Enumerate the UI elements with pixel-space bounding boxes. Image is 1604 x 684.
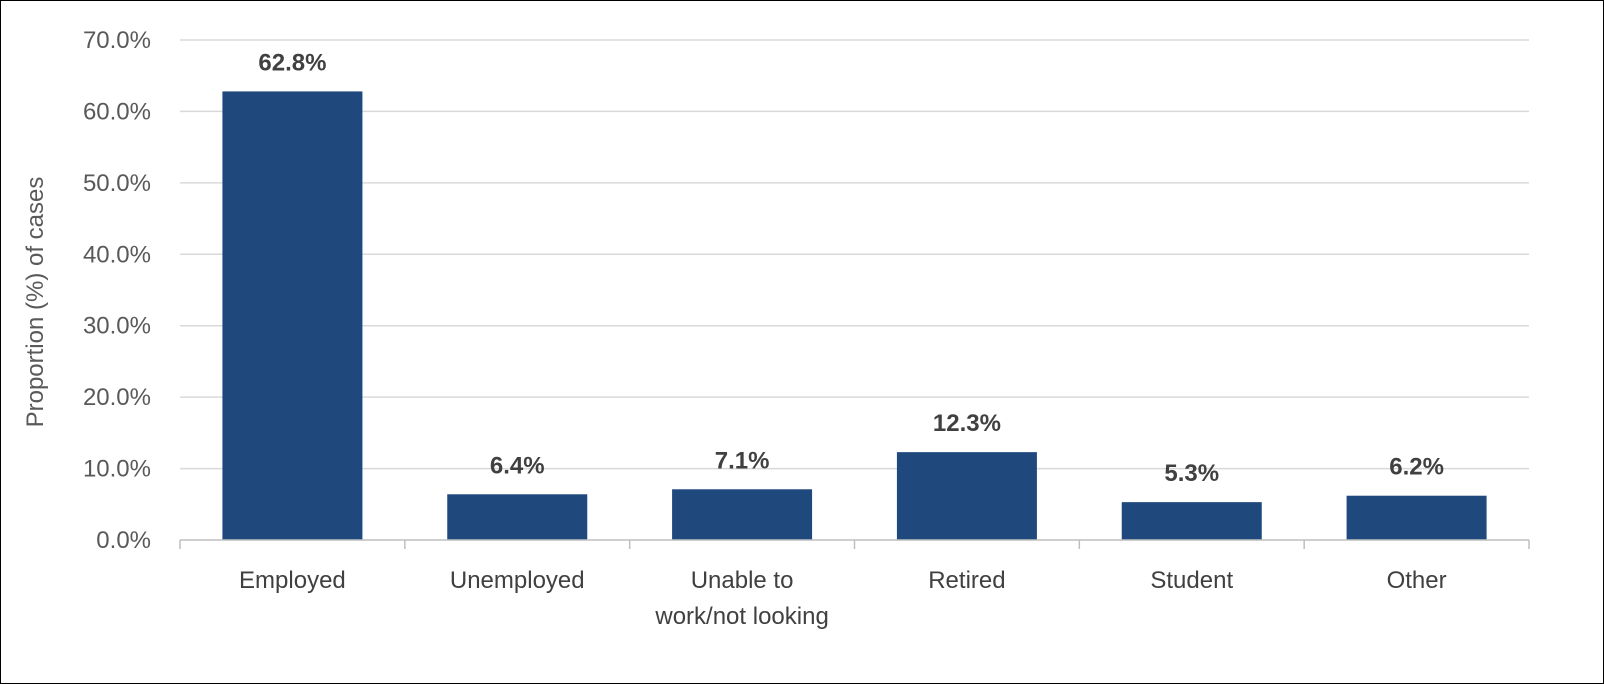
y-tick-label: 60.0% <box>83 98 151 125</box>
y-tick-label: 40.0% <box>83 241 151 268</box>
bar <box>672 489 813 540</box>
y-tick-label: 70.0% <box>83 27 151 54</box>
y-axis-title: Proportion (%) of cases <box>22 177 49 428</box>
y-axis-ticks: 0.0% 10.0% 20.0% 30.0% 40.0% 50.0% 60.0% 70.0% <box>83 27 151 554</box>
data-label: 6.4% <box>490 452 545 479</box>
x-tick-label: Other <box>1387 567 1447 594</box>
y-tick-label: 20.0% <box>83 384 151 411</box>
bars <box>222 91 1487 540</box>
data-label: 12.3% <box>933 410 1001 437</box>
x-tick-label: Student <box>1150 567 1233 594</box>
y-tick-label: 30.0% <box>83 313 151 340</box>
x-tick-label-line: Employed <box>239 567 346 594</box>
data-labels: 62.8% 6.4% 7.1% 12.3% 5.3% 6.2% <box>258 49 1444 487</box>
bar <box>447 494 588 540</box>
x-tick-label-line: Unable to <box>691 567 794 594</box>
x-tick-label: Employed <box>239 567 346 594</box>
y-tick-label: 10.0% <box>83 456 151 483</box>
x-tick-label-line: Retired <box>928 567 1005 594</box>
data-label: 5.3% <box>1164 460 1219 487</box>
gridlines <box>180 39 1529 470</box>
bar <box>1121 502 1262 540</box>
x-tick-label: Unemployed <box>450 567 585 594</box>
y-tick-label: 0.0% <box>96 527 151 554</box>
data-label: 62.8% <box>258 49 326 76</box>
x-tick-label-line: Other <box>1387 567 1447 594</box>
y-tick-label: 50.0% <box>83 170 151 197</box>
x-axis: Employed Unemployed Unable to work/not look… <box>179 539 1530 630</box>
x-tick-label: Retired <box>928 567 1005 594</box>
data-label: 7.1% <box>715 447 770 474</box>
x-tick-label: Unable to work/not looking <box>654 567 828 630</box>
x-tick-label-line: Student <box>1150 567 1233 594</box>
x-tick-label-line: work/not looking <box>654 603 828 630</box>
x-tick-label-line: Unemployed <box>450 567 585 594</box>
bar <box>896 452 1037 540</box>
bar <box>1346 495 1487 540</box>
bar <box>222 91 363 540</box>
data-label: 6.2% <box>1389 454 1444 481</box>
